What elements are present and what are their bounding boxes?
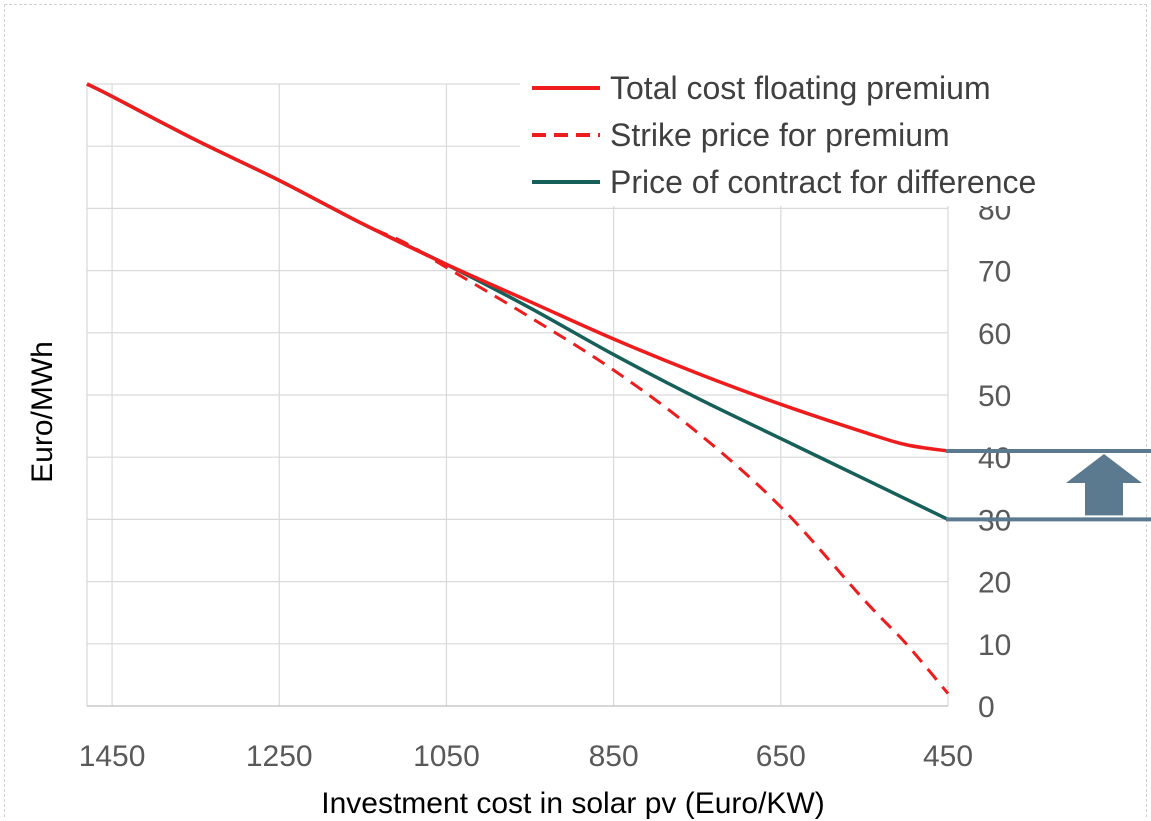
x-tick-label: 450 (923, 740, 973, 773)
x-tick-label: 1050 (413, 740, 480, 773)
x-axis-title: Investment cost in solar pv (Euro/KW) (321, 787, 825, 820)
up-arrow-icon (1066, 453, 1142, 516)
x-tick-label: 1250 (246, 740, 313, 773)
y-tick-label: 50 (978, 380, 1011, 413)
y-tick-label: 10 (978, 629, 1011, 662)
legend-label-2: Price of contract for difference (610, 164, 1036, 200)
y-tick-label: 20 (978, 567, 1011, 600)
legend-label-1: Strike price for premium (610, 117, 950, 153)
y-tick-label: 0 (978, 691, 995, 724)
y-axis-title: Euro/MWh (26, 341, 59, 483)
series-line-0 (86, 82, 949, 453)
x-tick-label: 1450 (79, 740, 146, 773)
x-tick-label: 850 (589, 740, 639, 773)
legend-box (520, 62, 1080, 206)
y-tick-label: 40 (978, 442, 1011, 475)
y-tick-label: 60 (978, 318, 1011, 351)
legend-label-0: Total cost floating premium (610, 70, 991, 106)
difference-annotation (946, 448, 1151, 522)
x-tick-label: 650 (756, 740, 806, 773)
chart-frame (4, 4, 1147, 817)
legend: Total cost floating premium Strike price … (520, 62, 1080, 206)
series-lines (86, 82, 950, 695)
y-tick-label: 70 (978, 256, 1011, 289)
